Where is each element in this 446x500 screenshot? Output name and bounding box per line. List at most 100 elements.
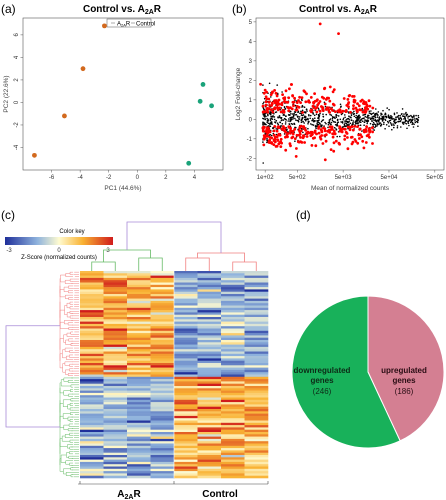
- heatmap-cell: [244, 330, 269, 334]
- heatmap-cell: [103, 374, 128, 378]
- ma-point-sig: [289, 129, 293, 132]
- ma-y-tick-label: 5: [249, 20, 253, 26]
- row-dendrogram-branch: [69, 301, 73, 305]
- pca-point-a2ar: [62, 113, 67, 119]
- heatmap-cell: [80, 337, 104, 341]
- row-dendrogram-branch: [65, 273, 73, 277]
- group-label-a2ar: A2AR: [117, 489, 141, 500]
- heatmap-cell: [80, 425, 104, 428]
- heatmap-cell: [127, 351, 151, 355]
- heatmap-cell: [174, 307, 198, 311]
- ma-point-sig: [337, 141, 341, 145]
- panel-label-a: (a): [1, 2, 16, 16]
- ma-point-sig: [261, 110, 265, 114]
- heatmap-cell: [80, 413, 104, 417]
- heatmap-cell: [244, 280, 269, 283]
- heatmap-cell: [197, 298, 222, 302]
- heatmap-cell: [127, 271, 151, 274]
- ma-point-nonsig: [320, 120, 323, 123]
- ma-point-nonsig: [348, 123, 350, 126]
- heatmap-cell: [244, 353, 269, 357]
- heatmap-cell: [174, 356, 198, 359]
- heatmap-cell: [244, 356, 269, 359]
- ma-point-sig: [371, 106, 375, 110]
- heatmap-cell: [127, 277, 151, 281]
- heatmap-cell: [197, 386, 222, 389]
- heatmap-cell: [221, 291, 245, 295]
- heatmap-cell: [127, 298, 151, 302]
- heatmap-cell: [103, 326, 128, 329]
- heatmap-cell: [221, 277, 245, 281]
- ma-point-sig: [356, 110, 359, 114]
- ma-point-nonsig: [330, 121, 333, 124]
- heatmap-cell: [103, 399, 128, 403]
- heatmap-cell: [221, 273, 245, 276]
- heatmap-cell: [127, 337, 151, 341]
- heatmap-cell: [80, 457, 104, 460]
- heatmap-cell: [221, 420, 245, 424]
- heatmap-cell: [103, 344, 128, 348]
- ma-point-sig: [300, 96, 304, 99]
- ma-x-tick-label: 1e+02: [257, 175, 275, 181]
- ma-point-sig: [291, 94, 295, 98]
- heatmap-cell: [80, 280, 104, 283]
- heatmap-cell: [150, 464, 175, 467]
- ma-point-sig: [363, 108, 367, 112]
- ma-point-sig: [310, 144, 314, 147]
- row-dendrogram-branch: [69, 271, 73, 275]
- ma-point-nonsig: [316, 122, 318, 124]
- ma-point-nonsig: [403, 113, 405, 115]
- ma-point-nonsig: [333, 121, 336, 123]
- ma-point-sig: [283, 129, 287, 133]
- heatmap-cell: [80, 351, 104, 355]
- ma-point-nonsig: [341, 122, 344, 124]
- ma-point-sig: [263, 88, 267, 92]
- heatmap-cell: [174, 342, 198, 345]
- heatmap-cell: [80, 411, 104, 414]
- ma-point-nonsig: [275, 128, 278, 130]
- ma-point-nonsig: [274, 121, 277, 124]
- heatmap-cell: [244, 390, 269, 394]
- heatmap-cell: [244, 337, 269, 341]
- heatmap-cell: [197, 284, 222, 288]
- ma-x-tick-label: 5e+05: [426, 175, 444, 181]
- heatmap-cell: [221, 367, 245, 371]
- ma-point-nonsig: [279, 125, 282, 127]
- heatmap-cell: [221, 333, 245, 336]
- ma-point-nonsig: [334, 124, 337, 126]
- ma-point-sig: [353, 100, 356, 104]
- ma-point-nonsig: [367, 117, 370, 119]
- ma-point-sig: [276, 107, 280, 110]
- heatmap-cell: [174, 358, 198, 361]
- pca-points: [32, 23, 214, 166]
- ma-point-nonsig: [317, 115, 320, 117]
- ma-point-nonsig: [331, 117, 334, 120]
- ma-point-nonsig: [302, 131, 304, 134]
- ma-point-nonsig: [366, 122, 369, 125]
- heatmap-cell: [80, 397, 104, 401]
- ma-point-sig: [343, 138, 347, 141]
- heatmap-cell: [244, 475, 269, 479]
- ma-point-nonsig: [312, 112, 314, 115]
- heatmap-cell: [244, 422, 269, 426]
- heatmap-cell: [127, 289, 151, 292]
- heatmap-cell: [127, 330, 151, 334]
- heatmap-cell: [221, 406, 245, 410]
- heatmap-cell: [244, 406, 269, 410]
- heatmap-cell: [197, 340, 222, 343]
- heatmap-cell: [174, 468, 198, 472]
- ma-point-nonsig: [294, 111, 297, 113]
- heatmap-cell: [80, 321, 104, 325]
- heatmap-cell: [103, 356, 128, 359]
- ma-point-sig: [328, 131, 332, 134]
- heatmap-cell: [150, 413, 175, 417]
- heatmap-cell: [127, 307, 151, 311]
- heatmap-cell: [127, 390, 151, 394]
- heatmap-cell: [174, 418, 198, 421]
- ma-point-nonsig: [374, 126, 376, 129]
- ma-point-sig: [283, 126, 287, 130]
- ma-point-sig: [356, 102, 359, 106]
- heatmap-cell: [80, 448, 104, 451]
- ma-point-nonsig: [389, 117, 392, 119]
- heatmap-cell: [127, 383, 151, 387]
